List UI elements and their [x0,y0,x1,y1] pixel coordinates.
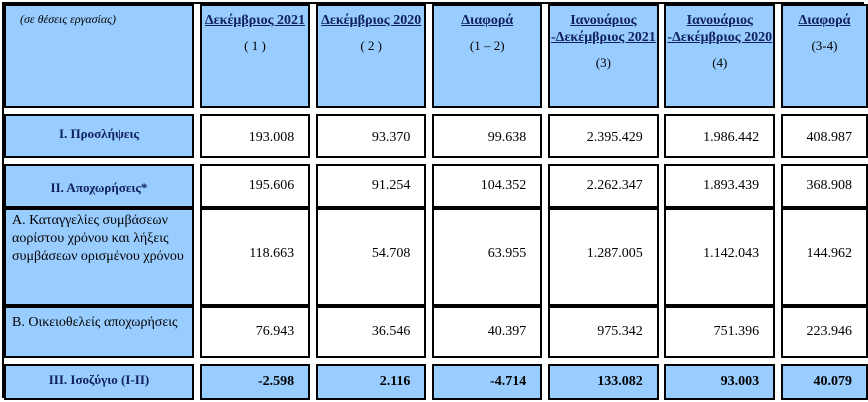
table-cell: 144.962 [806,246,853,261]
table-cell: -2.598 [258,374,295,389]
table-cell: 104.352 [480,178,527,193]
table-cell: 118.663 [249,246,295,261]
table-cell: 40.079 [813,374,853,389]
table-cell: 975.342 [597,324,643,339]
table-cell: 93.370 [371,130,411,145]
row-label-cell: Ι. Προσλήψεις [4,114,194,158]
table-row: Β. Οικειοθελείς αποχωρήσεις 76.943 36.54… [4,306,868,358]
table-row: ΙΙΙ. Ισοζύγιο (Ι-ΙΙ) -2.598 2.116 -4.714… [4,364,868,400]
table-cell: 91.254 [371,178,411,193]
header-title: Δεκέμβριος 2021 [204,13,305,28]
table-cell: 195.606 [248,178,295,193]
table-cell: 93.003 [720,374,760,389]
table-cell: 1.142.043 [703,246,760,261]
table-row: Α. Καταγγελίες συμβάσεων αορίστου χρόνου… [4,208,868,306]
header-note: (4) [712,55,728,70]
row-label: Β. Οικειοθελείς αποχωρήσεις [12,315,178,330]
table-cell: 36.546 [371,324,411,339]
header-title: Διαφορά [798,13,851,28]
header-title: Ιανουάριος -Δεκέμβριος 2020 [667,13,773,45]
header-title: Διαφορά [461,13,514,28]
table-cell: 54.708 [371,246,411,261]
table-row: ΙΙ. Αποχωρήσεις* 195.606 91.254 104.352 … [4,164,868,208]
header-jan-dec-2020: Ιανουάριος -Δεκέμβριος 2020 (4) [664,4,776,108]
header-title: Ιανουάριος -Δεκέμβριος 2021 [551,13,656,45]
header-diff-1: Διαφορά (1 – 2) [432,4,543,108]
header-note: ( 2 ) [360,38,383,53]
table-caption: (σε θέσεις εργασίας) [20,12,117,26]
row-label: Ι. Προσλήψεις [58,126,139,141]
table-cell: 133.082 [597,374,643,389]
table-cell: 76.943 [255,324,295,339]
table-cell: 2.395.429 [586,130,643,145]
employment-flows-table: (σε θέσεις εργασίας) Δεκέμβριος 2021 ( 1 … [4,4,868,400]
header-jan-dec-2021: Ιανουάριος -Δεκέμβριος 2021 (3) [548,4,659,108]
row-label-cell: Β. Οικειοθελείς αποχωρήσεις [4,306,194,358]
header-note: ( 1 ) [244,38,266,53]
table-cell: 408.987 [806,130,853,145]
row-label-cell: ΙΙ. Αποχωρήσεις* [4,164,194,208]
header-dec-2021: Δεκέμβριος 2021 ( 1 ) [199,4,311,108]
header-diff-2: Διαφορά (3-4) [780,4,868,108]
table-cell: 2.262.347 [586,178,643,193]
row-label-cell: ΙΙΙ. Ισοζύγιο (Ι-ΙΙ) [4,364,194,400]
row-label: Α. Καταγγελίες συμβάσεων αορίστου χρόνου… [12,213,184,264]
row-label: ΙΙΙ. Ισοζύγιο (Ι-ΙΙ) [48,372,150,387]
row-label: ΙΙ. Αποχωρήσεις* [50,180,148,195]
header-row: (σε θέσεις εργασίας) Δεκέμβριος 2021 ( 1 … [4,4,868,108]
header-note: (1 – 2) [469,38,505,53]
header-note: (3) [595,55,611,70]
caption-cell: (σε θέσεις εργασίας) [4,4,194,108]
header-dec-2020: Δεκέμβριος 2020 ( 2 ) [315,4,427,108]
row-label-cell: Α. Καταγγελίες συμβάσεων αορίστου χρόνου… [4,208,194,306]
table-cell: 223.946 [806,324,853,339]
header-title: Δεκέμβριος 2020 [321,13,422,28]
header-note: (3-4) [811,38,838,53]
table-cell: 1.893.439 [703,178,760,193]
table-cell: -4.714 [490,374,527,389]
table-cell: 1.287.005 [586,246,643,261]
table-cell: 40.397 [487,324,527,339]
table-cell: 99.638 [487,130,527,145]
table-cell: 193.008 [248,130,295,145]
table-row: Ι. Προσλήψεις 193.008 93.370 99.638 2.39… [4,114,868,158]
table-cell: 751.396 [713,324,760,339]
table-cell: 368.908 [806,178,853,193]
table-cell: 63.955 [487,246,527,261]
table-cell: 1.986.442 [703,130,760,145]
table-cell: 2.116 [379,374,411,389]
